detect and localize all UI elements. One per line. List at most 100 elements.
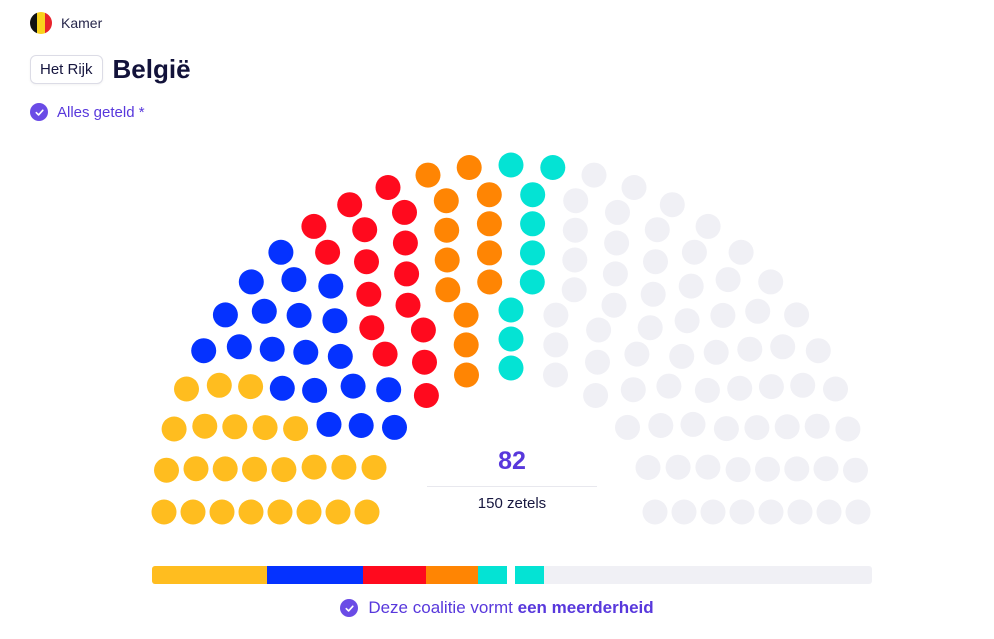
seat-dot [615, 414, 640, 440]
seat-dot [476, 211, 502, 237]
seat-dot [316, 411, 342, 437]
count-status-text: Alles geteld * [57, 103, 145, 121]
seat-dot [643, 249, 668, 275]
seat-dot [601, 292, 627, 318]
seat-dot [671, 499, 697, 525]
seat-dot [498, 326, 524, 352]
seat-dot [238, 269, 264, 295]
seat-dot [624, 341, 650, 367]
total-seats-label: 150 zetels [477, 495, 547, 512]
seat-dot [251, 298, 277, 324]
seat-dot [790, 372, 816, 398]
majority-text-prefix: Deze coalitie vormt [368, 598, 518, 617]
seat-dot [434, 247, 460, 273]
seat-dot [540, 155, 566, 180]
seat-dot [192, 413, 218, 439]
coalition-bar-segment [515, 566, 544, 584]
seat-dot [222, 414, 248, 440]
seat-dot [694, 377, 720, 403]
coalition-bar [152, 566, 872, 584]
seat-dot [695, 213, 721, 239]
check-circle-icon [30, 103, 48, 121]
seat-dot [621, 175, 647, 200]
seat-dot [543, 362, 568, 388]
seat-dot [286, 302, 312, 328]
seat-dot [784, 302, 810, 328]
seat-dot [453, 302, 479, 328]
seat-dot [640, 281, 666, 307]
seat-dot [744, 415, 770, 441]
seat-dot [758, 374, 784, 400]
seat-dot [242, 456, 267, 482]
seat-dot [174, 376, 199, 402]
seat-dot [283, 416, 309, 442]
seat-dot [238, 374, 264, 400]
seat-dot [394, 261, 420, 287]
seat-dot [605, 199, 630, 225]
seat-dot [620, 377, 646, 403]
seat-dot [648, 413, 674, 438]
seat-dot [520, 240, 545, 266]
seat-dot [543, 332, 569, 358]
seat-dot [318, 273, 344, 299]
seat-dot [585, 349, 610, 375]
seat-dot [823, 376, 848, 402]
seat-dot [238, 499, 264, 525]
seat-dot [586, 317, 612, 343]
seat-dot [727, 375, 753, 401]
seat-dot [325, 499, 351, 525]
seat-dot [713, 416, 739, 442]
seat-dot [433, 188, 459, 214]
seat-dot [375, 175, 401, 200]
seat-dot [787, 499, 813, 525]
seat-dot [183, 456, 209, 482]
seat-dot [354, 249, 379, 275]
seat-dot [665, 454, 691, 480]
seat-dot [356, 281, 382, 307]
coalition-bar-segment [152, 566, 268, 584]
seat-dot [755, 456, 780, 482]
seat-dot [392, 199, 417, 225]
seat-dot [774, 414, 800, 440]
seat-dot [845, 499, 871, 525]
seat-dot [656, 373, 682, 399]
majority-status: Deze coalitie vormt een meerderheid [0, 598, 994, 618]
seat-dot [737, 336, 763, 362]
coalition-bar-segment [425, 566, 479, 584]
seat-dot [644, 217, 670, 243]
seat-dot [269, 375, 295, 401]
seat-hemicycle [151, 152, 871, 525]
seat-dot [259, 336, 285, 362]
seat-dot [293, 339, 319, 365]
count-status: Alles geteld * [30, 103, 145, 121]
seat-dot [784, 456, 810, 482]
coalition-bar-segment [267, 566, 364, 584]
seat-dot [392, 230, 418, 256]
coalition-bar-segment [363, 566, 426, 584]
seat-dot [281, 267, 307, 293]
seat-dot [352, 217, 378, 243]
seat-dot [498, 152, 524, 178]
seat-dot [413, 383, 439, 408]
seat-dot [770, 334, 796, 360]
seat-dot [674, 308, 700, 334]
seat-dot [703, 339, 729, 365]
seat-dot [209, 499, 235, 525]
seat-dot [635, 455, 661, 480]
seat-dot [435, 277, 461, 303]
seat-dot [301, 213, 327, 239]
majority-text-bold: een meerderheid [517, 598, 654, 617]
seat-dot [715, 267, 741, 293]
seat-dot [520, 182, 546, 208]
seat-dot [680, 411, 706, 437]
seat-dot [562, 217, 588, 243]
seat-dot [322, 308, 348, 334]
seat-dot [415, 162, 441, 188]
seat-dot [395, 292, 421, 318]
seat-dot [729, 499, 755, 525]
seat-dot [410, 317, 436, 343]
seat-dot [191, 338, 217, 364]
seat-dot [843, 457, 868, 483]
seat-dot [804, 413, 830, 439]
scope-button[interactable]: Het Rijk [30, 55, 103, 84]
